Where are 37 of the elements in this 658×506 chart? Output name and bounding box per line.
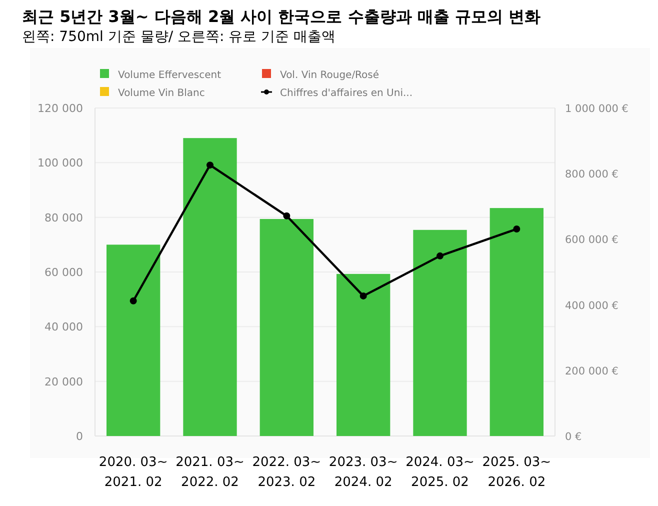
legend-label: Vol. Vin Rouge/Rosé [280, 70, 380, 81]
legend-label: Chiffres d'affaires en Uni... [280, 88, 413, 99]
y2-tick-label: 600 000 € [565, 234, 618, 246]
y2-tick-label: 400 000 € [565, 300, 618, 312]
point [513, 226, 520, 233]
bar [260, 218, 314, 436]
x-tick-label: 2025. 03~ 2026. 02 [482, 455, 552, 490]
bar [413, 230, 467, 436]
legend-label: Volume Effervescent [118, 70, 222, 81]
y2-tick-label: 200 000 € [565, 365, 618, 378]
point [436, 252, 444, 260]
y-tick-label: 80 000 [44, 211, 83, 224]
x-tick-label: 2022. 03~ 2023. 02 [252, 455, 322, 490]
y2-tick-label: 0 € [565, 431, 582, 443]
x-tick-label: 2023. 03~ 2024. 02 [328, 455, 398, 490]
chart-title: 최근 5년간 3월~ 다음해 2월 사이 한국으로 수출량과 매출 규모의 변화 [22, 7, 541, 26]
x-tick-label: 2020. 03~ 2021. 02 [98, 455, 168, 490]
point [283, 212, 290, 220]
y-tick-label: 0 [76, 430, 83, 443]
bar [336, 274, 390, 436]
y2-tick-label: 800 000 € [565, 168, 618, 181]
y2-tick-label: 1 000 000 € [565, 103, 628, 115]
chart-subtitle: 왼쪽: 750ml 기준 물량/ 오른쪽: 유로 기준 매출액 [22, 29, 336, 45]
point [130, 297, 137, 304]
y-tick-label: 120 000 [38, 102, 83, 115]
point [206, 162, 214, 169]
bar [106, 244, 160, 436]
point [360, 292, 367, 300]
bar [490, 208, 544, 436]
x-tick-label: 2024. 03~ 2025. 02 [406, 455, 474, 490]
x-tick-label: 2021. 03~ 2022. 02 [176, 455, 244, 490]
y-tick-label: 40 000 [44, 320, 83, 334]
y-tick-label: 100 000 [38, 156, 83, 170]
y-tick-label: 60 000 [44, 266, 83, 279]
bar [183, 138, 237, 436]
y-tick-label: 20 000 [44, 375, 83, 388]
legend-label: Volume Vin Blanc [118, 88, 205, 99]
